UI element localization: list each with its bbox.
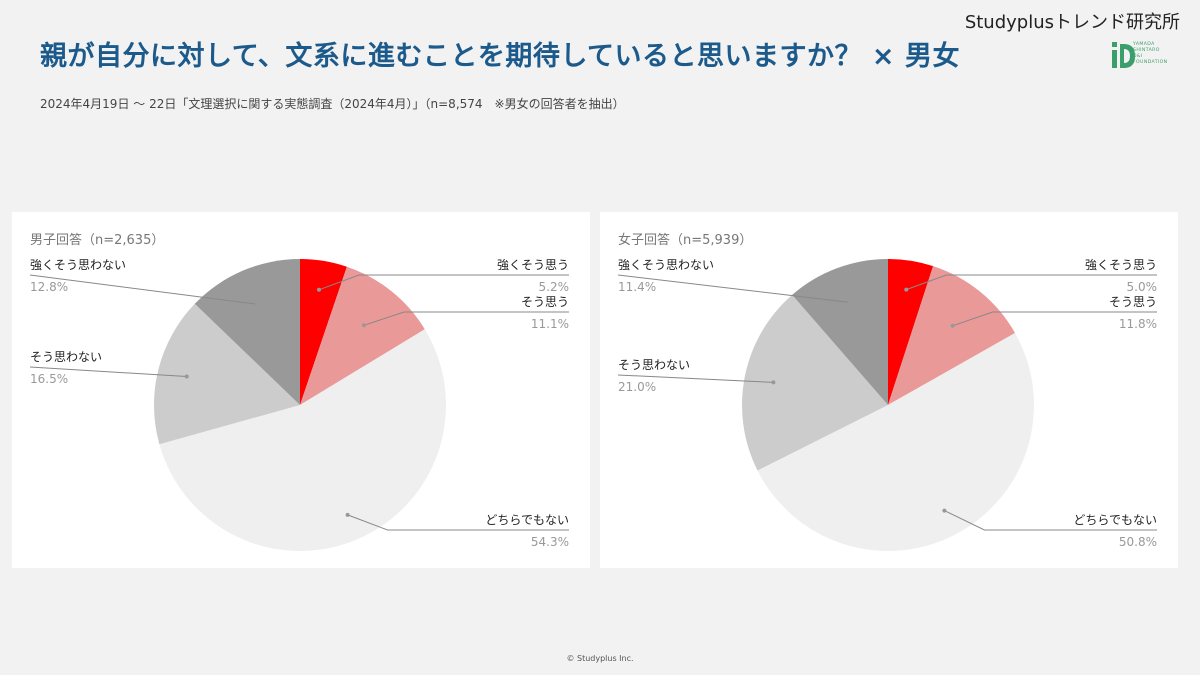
female-chart-panel: 女子回答（n=5,939） 強くそう思う 5.0% そう思う 11.8% どちらでもない 5… <box>600 212 1178 568</box>
slice-value-strongly-disagree: 11.4% <box>618 280 656 294</box>
slice-value-agree: 11.8% <box>1119 317 1157 331</box>
logo-i-dot <box>1112 42 1117 47</box>
leader-line-strongly-agree <box>318 274 569 291</box>
chart-title: 男子回答（n=2,635） <box>30 232 164 248</box>
copyright: © Studyplus Inc. <box>566 654 634 663</box>
pie-slice-disagree <box>742 294 888 471</box>
pie-slice-strongly-disagree <box>792 259 888 405</box>
leader-line-strongly-agree <box>906 274 1157 291</box>
slice-value-strongly-disagree: 12.8% <box>30 280 68 294</box>
slice-label-strongly-agree: 強くそう思う <box>1085 258 1157 272</box>
slice-label-disagree: そう思わない <box>618 358 690 372</box>
pie-slice-neutral <box>159 329 447 552</box>
leader-dot-disagree <box>184 374 189 379</box>
leader-line-agree <box>952 311 1157 327</box>
leader-dot-strongly-agree <box>904 287 909 292</box>
logo-text: YAMADA SHINTARO D&I FOUNDATION <box>1133 42 1168 65</box>
pie-slice-strongly-disagree <box>194 259 300 405</box>
slice-value-disagree: 16.5% <box>30 372 68 386</box>
pie-slice-strongly-agree <box>888 259 934 405</box>
slice-value-strongly-agree: 5.2% <box>539 280 570 294</box>
leader-line-neutral <box>347 514 569 531</box>
pie-slice-agree <box>300 266 425 405</box>
leader-dot-strongly-disagree <box>255 302 260 307</box>
slice-label-strongly-disagree: 強くそう思わない <box>618 258 714 272</box>
slice-label-agree: そう思う <box>521 295 569 309</box>
pie-slice-strongly-agree <box>300 259 347 405</box>
slice-label-strongly-disagree: 強くそう思わない <box>30 258 126 272</box>
leader-dot-strongly-disagree <box>847 300 852 305</box>
leader-line-strongly-disagree <box>617 274 850 303</box>
pie-slice-agree <box>888 266 1016 405</box>
leader-line-disagree <box>617 374 774 383</box>
slice-label-neutral: どちらでもない <box>485 513 569 527</box>
pie-slice-neutral <box>757 333 1034 551</box>
leader-line-agree <box>363 311 569 326</box>
slice-value-neutral: 54.3% <box>531 535 569 549</box>
leader-line-neutral <box>944 510 1157 531</box>
female-pie-chart: 女子回答（n=5,939） 強くそう思う 5.0%そう思う 11.8% どちらでもない 5… <box>617 232 1158 551</box>
brand-name: Studyplusトレンド研究所 <box>964 12 1180 33</box>
slice-label-strongly-agree: 強くそう思う <box>497 258 569 272</box>
survey-subtitle: 2024年4月19日 〜 22日「文理選択に関する実態調査（2024年4月）」（… <box>40 97 625 111</box>
leader-line-strongly-disagree <box>29 274 258 305</box>
slice-value-agree: 11.1% <box>531 317 569 331</box>
chart-title: 女子回答（n=5,939） <box>618 232 752 248</box>
pie-slice-disagree <box>153 303 300 445</box>
page-title: 親が自分に対して、文系に進むことを期待していると思いますか？ × 男女 <box>40 41 960 72</box>
slice-label-neutral: どちらでもない <box>1073 513 1157 527</box>
leader-dot-strongly-agree <box>317 287 321 292</box>
leader-line-disagree <box>29 366 187 377</box>
slice-label-disagree: そう思わない <box>30 350 102 364</box>
leader-dot-agree <box>950 323 955 328</box>
leader-dot-neutral <box>942 508 947 513</box>
leader-dot-disagree <box>771 380 776 385</box>
slice-value-disagree: 21.0% <box>618 380 656 394</box>
slice-value-neutral: 50.8% <box>1119 535 1157 549</box>
slice-value-strongly-agree: 5.0% <box>1127 280 1158 294</box>
foundation-logo <box>1112 42 1135 68</box>
logo-d-shape <box>1120 44 1135 68</box>
male-chart-panel: 男子回答（n=2,635） 強くそう思う 5.2% そう思う 11.1% どちらでもない 5… <box>12 212 590 568</box>
logo-i-stem <box>1112 50 1117 68</box>
slice-label-agree: そう思う <box>1109 295 1157 309</box>
male-pie-chart: 男子回答（n=2,635） 強くそう思う 5.2%そう思う 11.1% どちらでもない 5… <box>29 232 570 552</box>
leader-dot-neutral <box>345 512 350 517</box>
leader-dot-agree <box>362 323 366 328</box>
